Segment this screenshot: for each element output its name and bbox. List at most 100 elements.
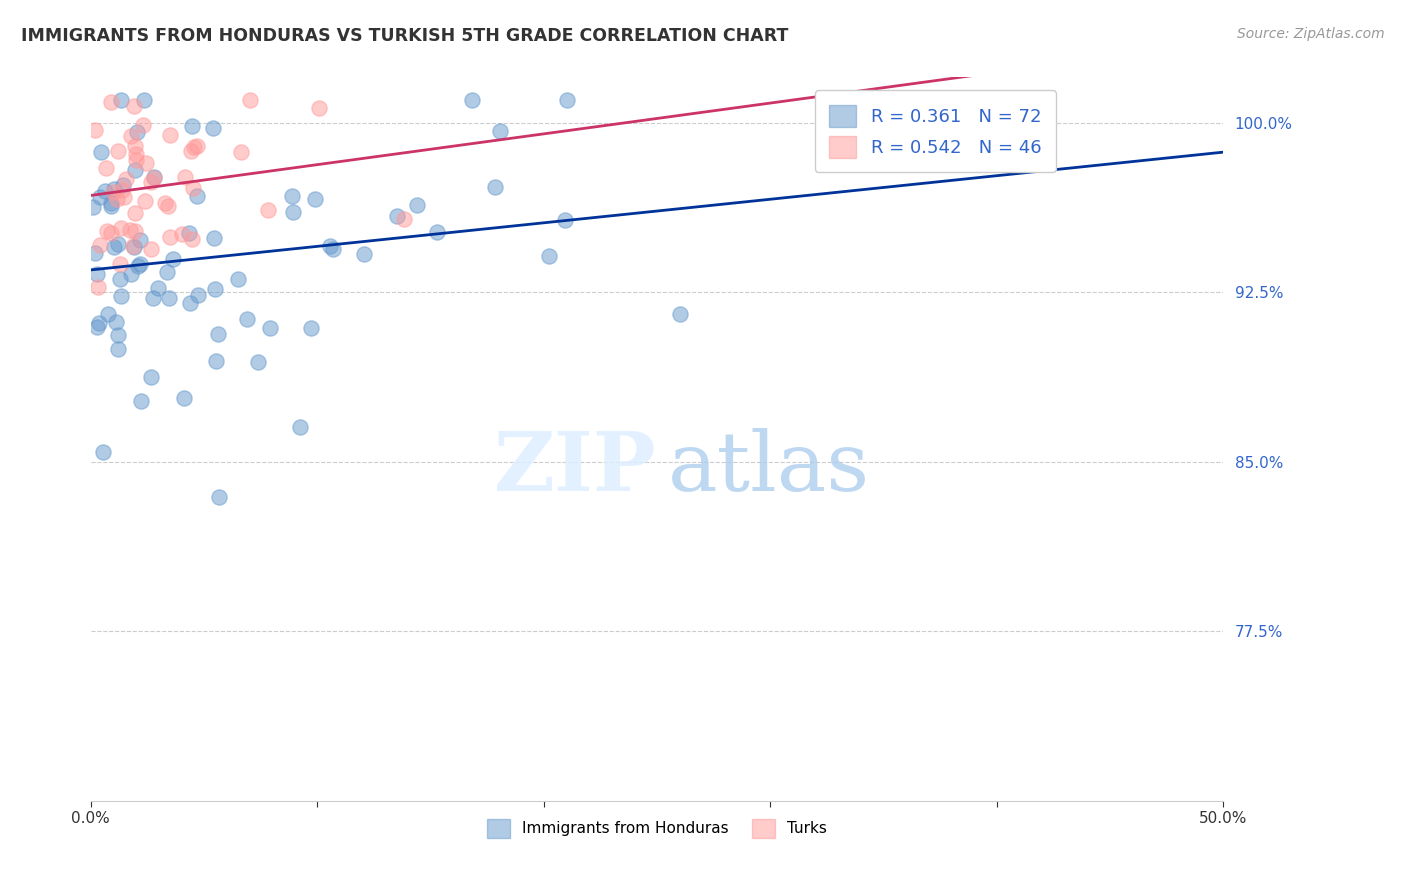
- Point: [156, 265, 179, 279]
- Point: [183, 139, 205, 153]
- Point: [187, 287, 209, 301]
- Point: [86, 319, 108, 334]
- Point: [124, 224, 146, 238]
- Point: [125, 153, 148, 168]
- Point: [115, 171, 138, 186]
- Point: [112, 190, 135, 204]
- Point: [159, 128, 181, 142]
- Point: [159, 291, 181, 305]
- Point: [186, 139, 208, 153]
- Point: [280, 188, 302, 202]
- Point: [488, 124, 510, 138]
- Point: [120, 223, 142, 237]
- Point: [181, 181, 204, 195]
- Point: [122, 240, 145, 254]
- Point: [554, 212, 576, 227]
- Point: [555, 93, 578, 107]
- Point: [96, 224, 118, 238]
- Point: [87, 316, 110, 330]
- Point: [173, 392, 195, 406]
- Point: [107, 342, 129, 356]
- Point: [204, 354, 226, 368]
- Point: [93, 184, 115, 198]
- Point: [120, 129, 142, 144]
- Point: [125, 147, 148, 161]
- Point: [105, 315, 128, 329]
- Point: [537, 249, 560, 263]
- Point: [139, 242, 162, 256]
- Point: [142, 291, 165, 305]
- Point: [186, 189, 208, 203]
- Point: [226, 271, 249, 285]
- Point: [110, 271, 132, 285]
- Point: [299, 321, 322, 335]
- Point: [283, 205, 305, 219]
- Point: [135, 155, 157, 169]
- Point: [110, 183, 132, 197]
- Point: [100, 199, 122, 213]
- Point: [127, 259, 149, 273]
- Point: [139, 370, 162, 384]
- Point: [406, 198, 429, 212]
- Point: [308, 101, 330, 115]
- Point: [110, 257, 132, 271]
- Point: [82, 200, 104, 214]
- Point: [669, 307, 692, 321]
- Point: [132, 93, 155, 107]
- Point: [484, 179, 506, 194]
- Point: [103, 182, 125, 196]
- Point: [94, 161, 117, 175]
- Point: [103, 240, 125, 254]
- Point: [426, 225, 449, 239]
- Point: [174, 170, 197, 185]
- Point: [86, 268, 108, 282]
- Point: [392, 211, 415, 226]
- Point: [304, 192, 326, 206]
- Point: [257, 202, 280, 217]
- Point: [208, 490, 231, 504]
- Point: [179, 296, 201, 310]
- Text: atlas: atlas: [668, 428, 870, 508]
- Point: [207, 326, 229, 341]
- Point: [131, 118, 153, 132]
- Point: [385, 209, 408, 223]
- Legend: Immigrants from Honduras, Turks: Immigrants from Honduras, Turks: [481, 813, 832, 844]
- Point: [131, 393, 153, 408]
- Point: [112, 178, 135, 192]
- Point: [159, 230, 181, 244]
- Point: [97, 307, 120, 321]
- Point: [180, 119, 202, 133]
- Point: [84, 246, 107, 260]
- Point: [239, 93, 262, 107]
- Point: [129, 257, 152, 271]
- Point: [236, 312, 259, 326]
- Point: [181, 232, 204, 246]
- Point: [353, 247, 375, 261]
- Text: Source: ZipAtlas.com: Source: ZipAtlas.com: [1237, 27, 1385, 41]
- Text: ZIP: ZIP: [495, 428, 657, 508]
- Point: [461, 93, 484, 107]
- Point: [103, 186, 125, 200]
- Point: [143, 170, 166, 185]
- Point: [100, 227, 122, 241]
- Point: [146, 280, 169, 294]
- Point: [91, 445, 114, 459]
- Point: [90, 145, 112, 160]
- Point: [288, 420, 311, 434]
- Point: [319, 239, 342, 253]
- Point: [143, 170, 166, 185]
- Point: [122, 239, 145, 253]
- Point: [259, 321, 281, 335]
- Point: [100, 196, 122, 211]
- Point: [201, 120, 224, 135]
- Point: [139, 175, 162, 189]
- Point: [180, 144, 202, 158]
- Point: [177, 226, 200, 240]
- Point: [120, 267, 142, 281]
- Point: [322, 242, 344, 256]
- Point: [204, 282, 226, 296]
- Point: [157, 199, 180, 213]
- Point: [129, 233, 152, 247]
- Point: [110, 289, 132, 303]
- Point: [110, 221, 132, 235]
